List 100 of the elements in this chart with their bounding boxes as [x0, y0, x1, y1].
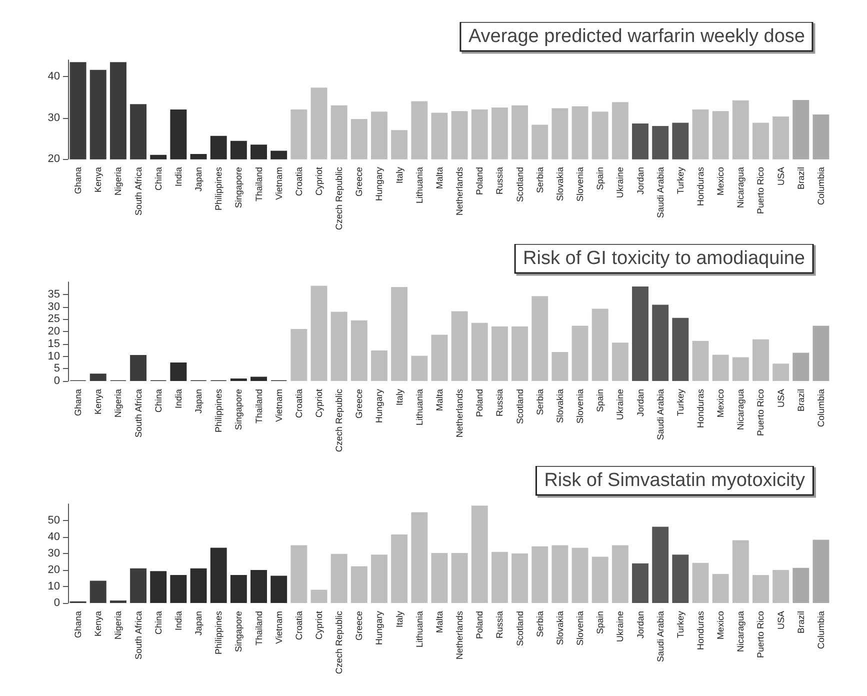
x-tick-label: Lithuania: [414, 167, 424, 204]
x-tick-label: Thailand: [254, 167, 264, 202]
y-tick-label: 0: [54, 597, 60, 609]
bar: [471, 322, 488, 381]
x-tick-label: Saudi Arabia: [655, 611, 666, 662]
bar: [170, 362, 187, 381]
x-tick-label: Czech Republic: [334, 166, 344, 230]
x-tick-label: Malta: [434, 611, 444, 634]
x-tick-label: Brazil: [796, 167, 806, 190]
x-tick-label: India: [173, 389, 184, 409]
x-tick-label: Hungary: [374, 610, 384, 646]
bar: [310, 286, 328, 381]
bar: [290, 545, 308, 603]
x-tick-label: China: [153, 611, 164, 635]
chart-title: Average predicted warfarin weekly dose: [468, 26, 806, 47]
bar: [752, 574, 769, 603]
y-tick-label: 20: [48, 326, 60, 338]
x-tick-label: Slovenia: [575, 167, 586, 202]
bar: [150, 571, 167, 603]
x-tick-label: Honduras: [695, 388, 706, 428]
x-tick-label: Ghana: [73, 167, 84, 194]
x-tick-label: Nigeria: [113, 167, 124, 196]
x-tick-label: Serbia: [534, 611, 545, 638]
x-tick-label: Philippines: [214, 166, 224, 211]
x-tick-label: Spain: [595, 167, 606, 190]
chart-title: Risk of GI toxicity to amodiaquine: [523, 248, 806, 269]
bar: [190, 568, 207, 603]
bar: [812, 540, 830, 603]
bar: [130, 355, 147, 381]
x-tick-label: Italy: [394, 610, 404, 628]
x-tick-label: Nicaragua: [736, 167, 746, 208]
x-tick-label: Scotland: [514, 389, 525, 424]
bar: [411, 512, 428, 603]
bar: [451, 553, 468, 603]
y-tick-label: 30: [48, 300, 60, 313]
x-tick-label: Croatia: [294, 167, 304, 196]
x-tick-label: Russia: [494, 611, 505, 639]
bar: [370, 350, 388, 381]
bar: [411, 356, 428, 381]
x-tick-label: Japan: [194, 167, 204, 192]
x-tick-label: Spain: [595, 611, 606, 634]
x-tick-label: Saudi Arabia: [655, 389, 666, 440]
bar: [431, 553, 448, 603]
x-tick-label: Mexico: [716, 389, 726, 418]
bar: [612, 545, 628, 603]
x-tick-label: Serbia: [534, 389, 545, 416]
x-tick-label: Jordan: [635, 167, 646, 195]
bar: [90, 374, 106, 381]
y-tick-label: 15: [48, 338, 60, 350]
x-tick-label: Honduras: [695, 610, 706, 650]
x-tick-label: Serbia: [534, 167, 545, 194]
x-tick-label: Slovakia: [554, 167, 565, 202]
x-tick-label: Kenya: [93, 611, 104, 637]
bar: [692, 562, 709, 603]
x-tick-label: India: [173, 167, 184, 187]
x-tick-label: Nicaragua: [736, 389, 746, 430]
y-tick-label: 35: [48, 288, 60, 300]
x-tick-label: Kenya: [93, 167, 104, 193]
x-tick-label: Scotland: [514, 611, 525, 646]
bar: [812, 326, 830, 381]
x-tick-label: Malta: [434, 389, 444, 412]
x-tick-label: Kenya: [93, 389, 104, 415]
x-tick-label: Mexico: [716, 611, 726, 640]
y-tick-label: 5: [54, 362, 60, 375]
x-tick-label: Puerto Rico: [756, 167, 766, 214]
bar: [230, 574, 247, 603]
x-tick-label: India: [173, 611, 184, 631]
bar: [391, 534, 408, 603]
x-tick-label: Thailand: [254, 611, 264, 646]
x-tick-label: Japan: [194, 389, 204, 414]
bar: [592, 308, 608, 381]
x-tick-label: Scotland: [514, 167, 525, 202]
x-tick-label: Poland: [474, 611, 485, 640]
y-tick-label: 40: [48, 531, 60, 543]
chart-title: Risk of Simvastatin myotoxicity: [544, 470, 806, 491]
x-tick-label: Croatia: [294, 389, 304, 418]
x-tick-label: Singapore: [234, 167, 244, 208]
x-tick-label: Spain: [595, 389, 606, 412]
bar: [290, 329, 308, 381]
bar: [792, 352, 810, 381]
bar: [90, 580, 106, 603]
bar: [772, 570, 790, 603]
bar: [250, 570, 267, 603]
bar: [672, 554, 689, 603]
x-tick-label: China: [153, 167, 164, 191]
y-tick-label: 30: [48, 548, 60, 560]
x-tick-label: Saudi Arabia: [655, 167, 666, 218]
bar: [632, 286, 648, 381]
x-tick-label: Philippines: [214, 610, 224, 655]
bar: [370, 554, 388, 603]
bar: [350, 320, 368, 381]
bar: [632, 563, 648, 603]
x-tick-label: Columbia: [816, 389, 826, 428]
x-tick-label: Cypriot: [314, 388, 324, 418]
x-tick-label: China: [153, 389, 164, 413]
x-tick-label: Czech Republic: [334, 610, 344, 674]
bar: [270, 576, 288, 603]
bar: [572, 326, 588, 381]
bar: [532, 546, 548, 603]
bar: [170, 574, 187, 603]
